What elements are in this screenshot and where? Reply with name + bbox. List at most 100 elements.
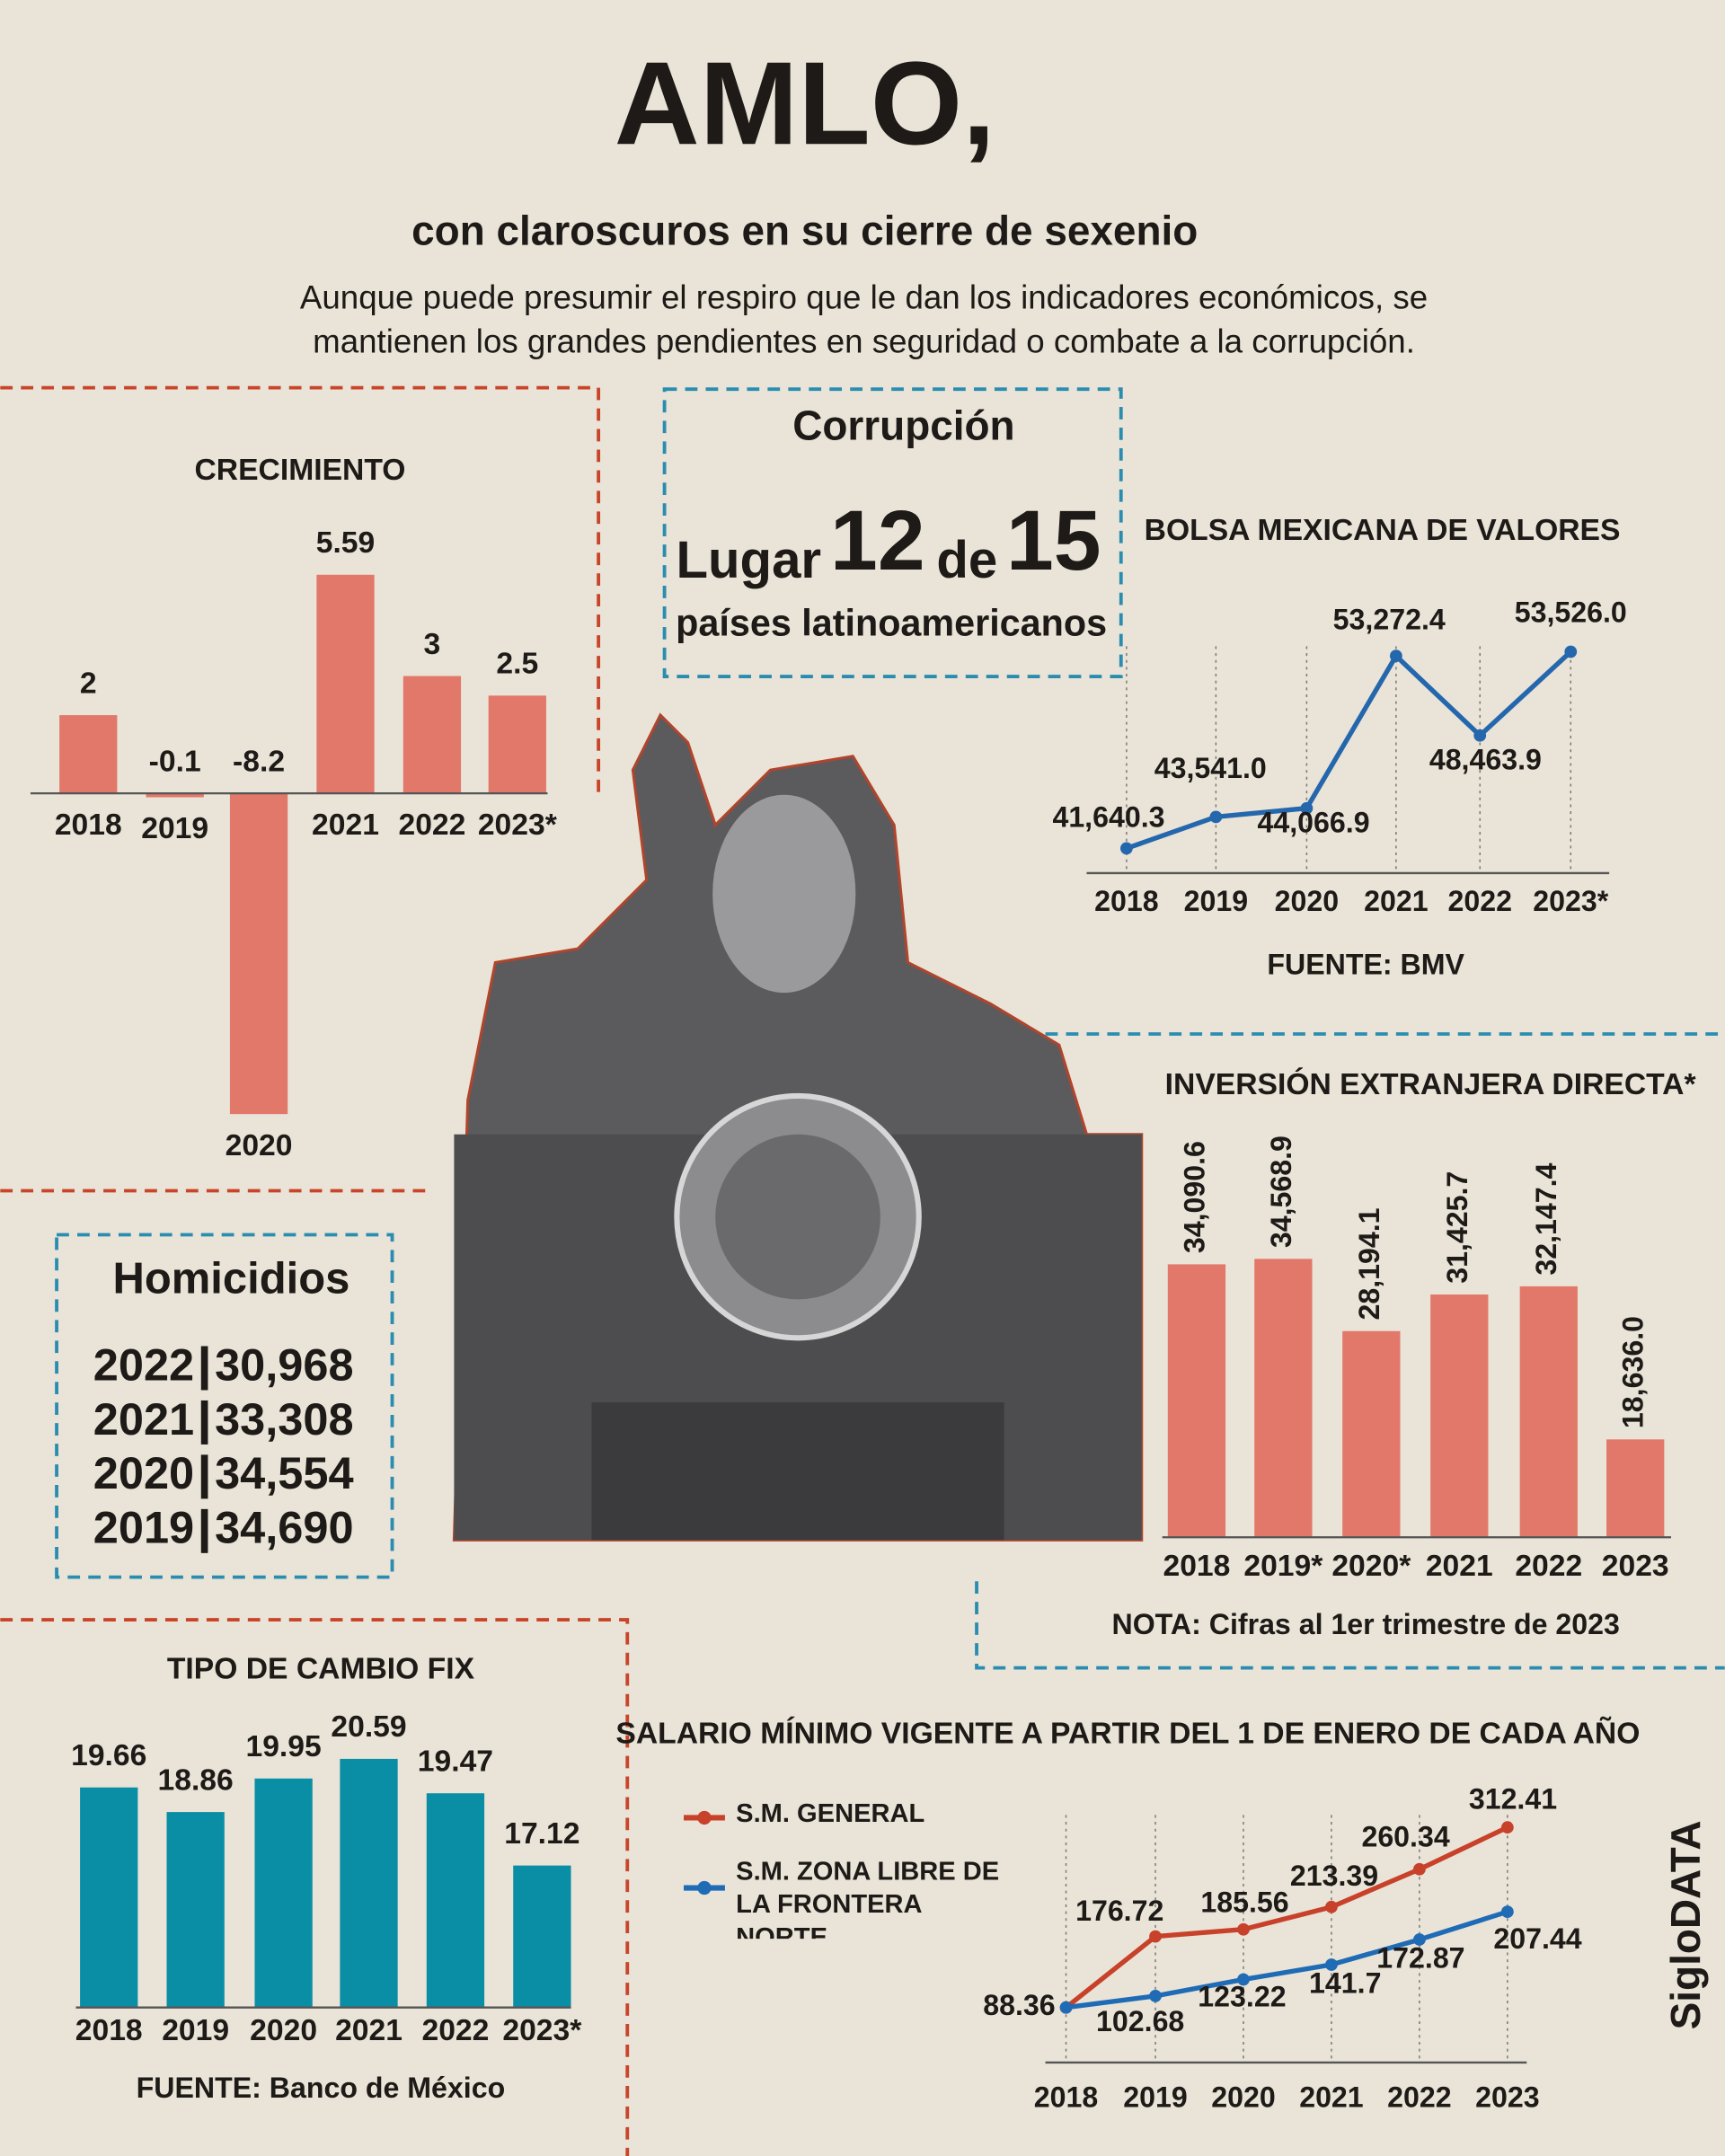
description-line: Aunque puede presumir el respiro que le …	[300, 278, 1428, 315]
value-label: 41,640.3	[1052, 801, 1164, 834]
x-tick-label: 2018	[55, 808, 122, 842]
x-tick-label: 2022	[1387, 2081, 1451, 2114]
description-line: mantienen los grandes pendientes en segu…	[313, 323, 1415, 359]
main-title: AMLO,	[615, 37, 995, 169]
chart-title: BOLSA MEXICANA DE VALORES	[1145, 514, 1621, 547]
x-tick-label: 2021	[335, 2014, 402, 2047]
chart-title: INVERSIÓN EXTRANJERA DIRECTA*	[1165, 1067, 1697, 1101]
bar	[488, 695, 546, 794]
value-label: 18,636.0	[1617, 1316, 1650, 1428]
row-value: 33,308	[215, 1393, 353, 1445]
x-tick-label: 2020	[1275, 885, 1339, 917]
photo	[452, 712, 1144, 1542]
row-year: 2021	[93, 1393, 194, 1445]
caption: países latinoamericanos	[676, 602, 1107, 643]
x-tick-label: 2021	[312, 808, 379, 842]
bar	[316, 574, 375, 794]
row-year: 2022	[93, 1339, 194, 1390]
point	[1325, 1958, 1338, 1971]
x-tick-label: 2022	[1448, 885, 1512, 917]
value-label: 43,541.0	[1154, 752, 1267, 784]
frame	[0, 385, 601, 798]
row-value: 30,968	[215, 1339, 353, 1390]
row-year: 2020	[93, 1447, 194, 1498]
chart-title: TIPO DE CAMBIO FIX	[167, 1653, 475, 1686]
point	[1325, 1900, 1338, 1913]
value-label: 18.86	[158, 1763, 234, 1797]
value-label: 185.56	[1200, 1886, 1288, 1919]
bar	[59, 715, 118, 794]
frame	[0, 1618, 630, 2156]
value-label: 20.59	[331, 1710, 406, 1744]
value-label: 260.34	[1361, 1821, 1449, 1853]
point	[1059, 2001, 1073, 2014]
x-tick-label: 2023*	[478, 808, 558, 842]
bar	[80, 1787, 138, 2008]
point	[1149, 1930, 1162, 1943]
x-tick-label: 2022	[1515, 1550, 1582, 1583]
legend-text: S.M. GENERAL	[736, 1799, 925, 1829]
value-label: 19.95	[245, 1730, 321, 1763]
x-tick-label: 2019	[1184, 885, 1248, 917]
point	[1500, 1821, 1514, 1834]
legend-label: S.M. ZONA LIBRE DE LA FRONTERA NORTE	[736, 1857, 1000, 1940]
bar	[254, 1778, 313, 2008]
brand: SigloDATA	[1662, 1820, 1709, 2029]
x-tick-label: 2022	[422, 2014, 490, 2047]
frame	[662, 387, 1123, 678]
value-label: 53,272.4	[1333, 603, 1446, 635]
bar	[166, 1812, 225, 2008]
value-label: 88.36	[983, 1989, 1055, 2021]
frame	[975, 1032, 1725, 1670]
box-title: Corrupción	[792, 402, 1014, 449]
chart-note: NOTA: Cifras al 1er trimestre de 2023	[1112, 1608, 1620, 1640]
value-label: 19.66	[71, 1739, 146, 1772]
value-label: 172.87	[1376, 1942, 1464, 1975]
value-label: 19.47	[418, 1745, 493, 1778]
bar	[1342, 1330, 1401, 1538]
bar	[1606, 1439, 1665, 1538]
value-label: 2	[80, 667, 97, 700]
point	[1389, 649, 1402, 663]
row-year: 2019	[93, 1502, 194, 1553]
rank-total: 15	[1006, 493, 1101, 588]
bar	[340, 1758, 398, 2008]
point	[1209, 810, 1223, 824]
point	[1413, 1933, 1426, 1946]
point	[1149, 1989, 1162, 2002]
homicide-table: 2022 30,968 2021 33,308 2020 34,554 2019 34,690	[93, 1339, 354, 1553]
legend-label: S.M. GENERAL	[736, 1799, 925, 1829]
bar	[1254, 1259, 1313, 1538]
legend-text: S.M. ZONA LIBRE DE LA FRONTERA NORTE	[736, 1857, 1000, 1940]
x-tick-label: 2019	[141, 812, 208, 845]
value-label: 123.22	[1198, 1980, 1286, 2012]
x-tick-label: 2019	[162, 2014, 229, 2047]
point	[1300, 801, 1314, 815]
subtitle: con claroscuros en su cierre de sexenio	[411, 207, 1198, 253]
x-tick-label: 2022	[398, 808, 465, 842]
value-label: 213.39	[1290, 1860, 1378, 1892]
x-tick-label: 2023	[1475, 2081, 1539, 2114]
chart-note: FUENTE: BMV	[1267, 949, 1464, 981]
chart-title: SALARIO MÍNIMO VIGENTE A PARTIR DEL 1 DE…	[615, 1717, 1640, 1751]
line	[1066, 1909, 1508, 2010]
x-tick-label: 2021	[1364, 885, 1428, 917]
x-tick-label: 2018	[75, 2014, 143, 2047]
row-separator	[200, 1508, 208, 1553]
x-tick-label: 2020	[226, 1129, 293, 1162]
point	[1413, 1862, 1426, 1876]
bar	[513, 1865, 571, 2008]
x-tick-label: 2019*	[1243, 1550, 1323, 1583]
bar	[402, 676, 462, 794]
bar	[1519, 1286, 1578, 1538]
bar	[426, 1793, 485, 2008]
row-separator	[200, 1400, 208, 1445]
legend-marker	[697, 1810, 712, 1825]
row-value: 34,690	[215, 1502, 353, 1553]
chart-note: FUENTE: Banco de México	[137, 2072, 506, 2104]
x-tick-label: 2023	[1602, 1550, 1669, 1583]
x-tick-label: 2019	[1123, 2081, 1187, 2114]
bar	[1167, 1264, 1226, 1538]
